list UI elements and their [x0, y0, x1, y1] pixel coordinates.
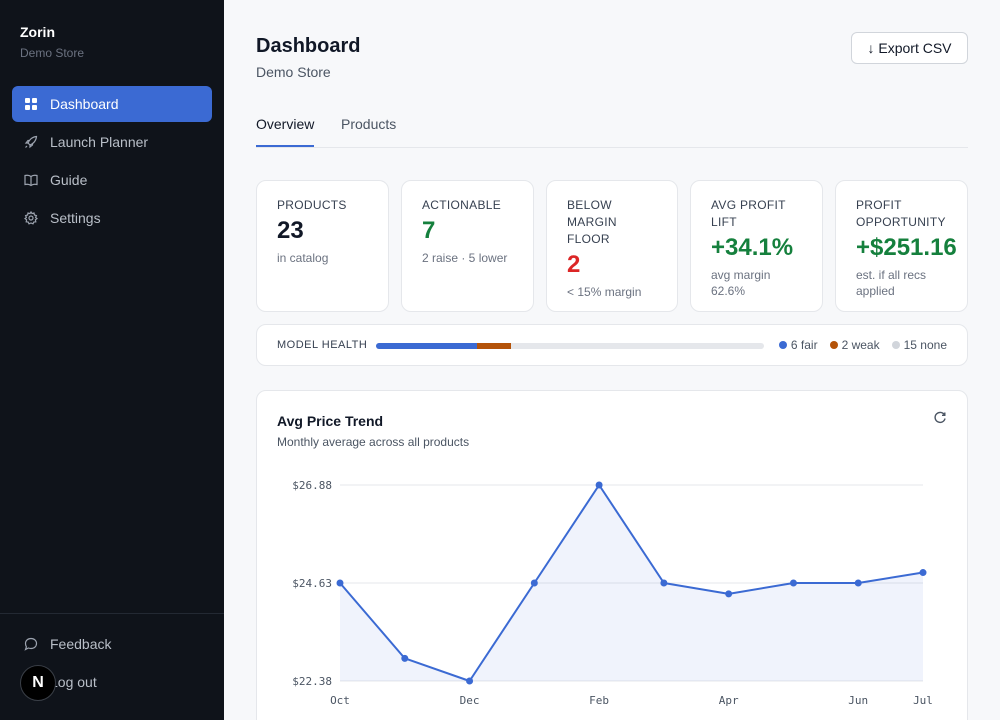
- data-point: [725, 590, 733, 598]
- x-tick-label: Oct: [330, 694, 350, 707]
- page-title: Dashboard: [256, 35, 361, 57]
- tab-products[interactable]: Products: [341, 116, 397, 132]
- model-health-panel: MODEL HEALTH 6 fair 2 weak 15 none: [256, 324, 968, 366]
- sidebar-item-dashboard[interactable]: Dashboard: [12, 86, 212, 122]
- rocket-icon: [24, 135, 38, 149]
- tab-overview[interactable]: Overview: [256, 116, 315, 147]
- sidebar-item-label: Guide: [50, 172, 88, 188]
- main-content: Dashboard Demo Store ↓ Export CSV Overvi…: [224, 0, 1000, 720]
- series-area: [340, 485, 923, 681]
- x-tick-label: Dec: [460, 694, 480, 707]
- book-icon: [24, 173, 38, 187]
- card-value: +$251.16: [856, 234, 957, 261]
- chat-bubble-icon: [24, 637, 38, 651]
- card-label: AVG PROFIT LIFT: [711, 198, 786, 229]
- data-point: [789, 579, 797, 587]
- model-health-legend: 6 fair 2 weak 15 none: [778, 338, 947, 352]
- data-point: [660, 579, 668, 587]
- x-tick-label: Feb: [589, 694, 609, 707]
- card-label: PROFIT OPPORTUNITY: [856, 198, 946, 229]
- card-note: avg margin 62.6%: [711, 268, 771, 298]
- sidebar-item-launch-planner[interactable]: Launch Planner: [12, 124, 212, 160]
- gear-icon: [24, 211, 38, 225]
- legend-none: 15 none: [891, 338, 947, 352]
- legend-label: 6 fair: [790, 338, 818, 352]
- health-segment-weak: [477, 343, 511, 349]
- below-margin-floor-card: BELOW MARGIN FLOOR 2 < 15% margin: [546, 180, 678, 312]
- y-tick-label: $24.63: [292, 577, 332, 590]
- sidebar-item-label: Dashboard: [50, 96, 119, 112]
- grid-icon: [24, 97, 38, 111]
- dot-icon: [778, 341, 787, 349]
- x-tick-label: Jul: [913, 694, 933, 707]
- legend-label: 2 weak: [841, 338, 880, 352]
- model-health-bar: [376, 343, 764, 349]
- card-value: 7: [422, 217, 436, 244]
- products-card: PRODUCTS 23 in catalog: [256, 180, 389, 312]
- x-tick-label: Apr: [719, 694, 739, 707]
- model-health-label: MODEL HEALTH: [277, 339, 368, 351]
- feedback-label: Feedback: [50, 636, 112, 652]
- dot-icon: [891, 341, 900, 349]
- data-point: [854, 579, 862, 587]
- avatar[interactable]: N: [20, 665, 56, 701]
- refresh-icon[interactable]: [933, 411, 947, 425]
- sidebar: Zorin Demo Store Dashboard Launch Planne…: [0, 0, 224, 720]
- chart-subtitle: Monthly average across all products: [277, 435, 470, 449]
- logout-link[interactable]: Log out: [12, 664, 212, 700]
- data-point: [530, 579, 538, 587]
- series-line: [339, 484, 924, 682]
- feedback-link[interactable]: Feedback: [12, 626, 212, 662]
- data-point: [919, 569, 927, 577]
- card-note: 2 raise · 5 lower: [422, 251, 508, 265]
- y-tick-label: $26.88: [292, 479, 332, 492]
- avg-profit-lift-card: AVG PROFIT LIFT +34.1% avg margin 62.6%: [690, 180, 823, 312]
- sidebar-divider: [0, 613, 224, 614]
- legend-label: 15 none: [903, 338, 947, 352]
- data-point: [466, 677, 474, 685]
- card-note: < 15% margin: [567, 285, 642, 299]
- data-point: [595, 481, 603, 489]
- card-value: 23: [277, 217, 304, 244]
- health-segment-fair: [376, 343, 478, 349]
- brand-name: Zorin: [20, 24, 55, 40]
- card-note: in catalog: [277, 251, 329, 265]
- actionable-card: ACTIONABLE 7 2 raise · 5 lower: [401, 180, 534, 312]
- card-label: PRODUCTS: [277, 198, 347, 212]
- sidebar-item-settings[interactable]: Settings: [12, 200, 212, 236]
- card-value: 2: [567, 251, 581, 278]
- y-tick-label: $22.38: [292, 675, 332, 688]
- brand: Zorin Demo Store: [20, 24, 84, 60]
- export-csv-button[interactable]: ↓ Export CSV: [851, 32, 968, 64]
- store-name: Demo Store: [20, 46, 85, 60]
- sidebar-bottom-nav: Feedback Log out: [12, 626, 212, 702]
- price-trend-chart: $26.88 $24.63 $22.38 Oct Dec Feb Apr Jun Jul: [292, 479, 933, 707]
- avg-price-trend-card: Avg Price Trend Monthly average across a…: [256, 390, 968, 720]
- page-subtitle: Demo Store: [256, 64, 331, 80]
- chart-title: Avg Price Trend: [277, 413, 384, 429]
- data-point: [336, 579, 344, 587]
- sidebar-item-label: Launch Planner: [50, 134, 149, 150]
- sidebar-nav: Dashboard Launch Planner Guide Settings: [12, 86, 212, 238]
- dot-icon: [829, 341, 838, 349]
- x-tick-label: Jun: [848, 694, 868, 707]
- card-label: BELOW MARGIN FLOOR: [567, 198, 617, 246]
- legend-fair: 6 fair: [778, 338, 818, 352]
- sidebar-item-label: Settings: [50, 210, 101, 226]
- legend-weak: 2 weak: [829, 338, 880, 352]
- card-value: +34.1%: [711, 234, 794, 261]
- data-point: [401, 654, 409, 662]
- logout-label: Log out: [50, 674, 97, 690]
- profit-opportunity-card: PROFIT OPPORTUNITY +$251.16 est. if all …: [835, 180, 968, 312]
- tab-bar: Overview Products: [256, 104, 968, 148]
- card-note: est. if all recs applied: [856, 268, 927, 298]
- sidebar-item-guide[interactable]: Guide: [12, 162, 212, 198]
- card-label: ACTIONABLE: [422, 198, 502, 212]
